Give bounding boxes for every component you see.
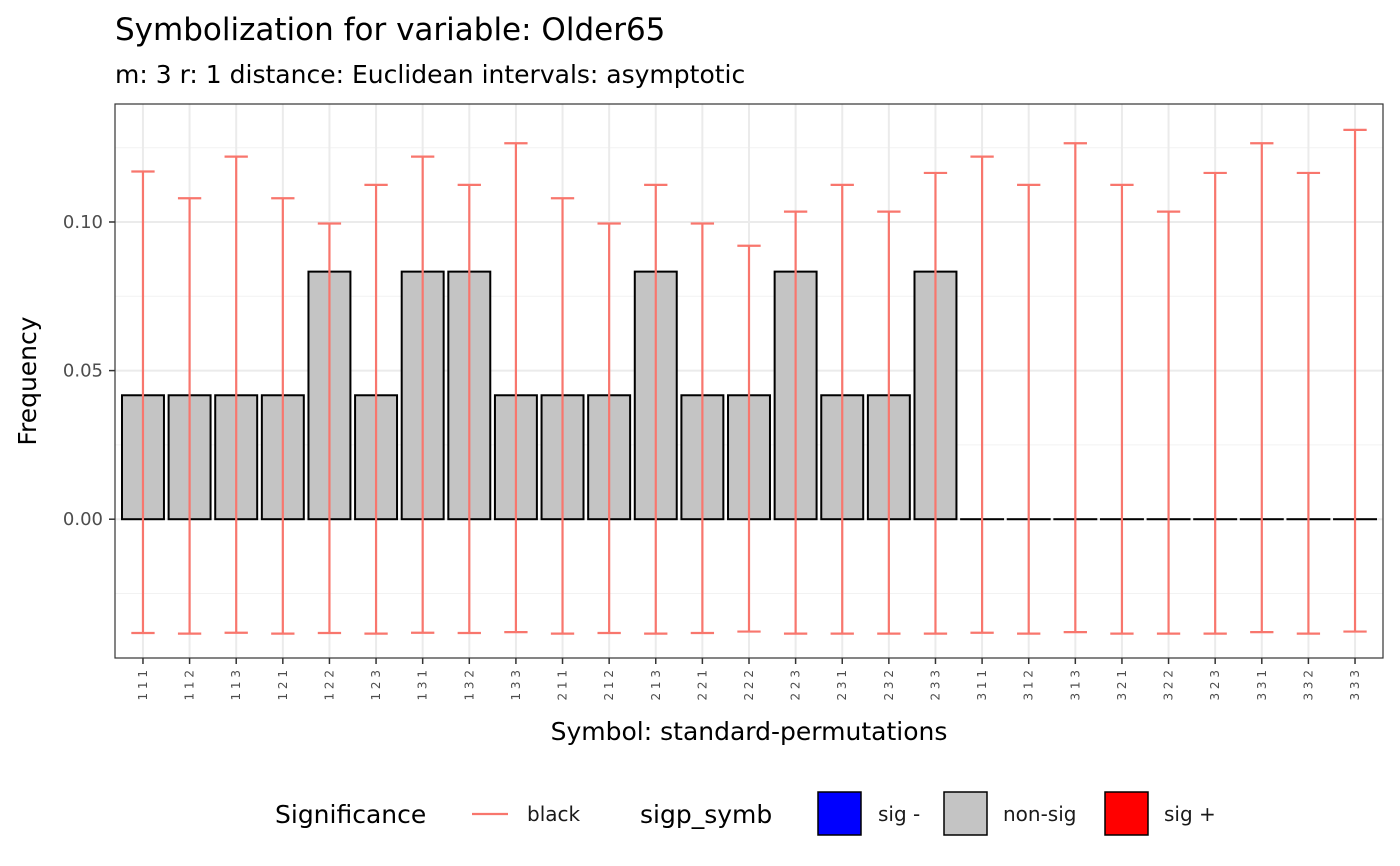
x-tick-label: 1 2 2	[322, 670, 336, 701]
x-tick-label: 3 3 2	[1301, 670, 1315, 701]
error-bar-2-1-3	[644, 183, 668, 635]
error-bar-3-2-1	[1110, 183, 1134, 635]
error-bar-1-3-3	[504, 142, 528, 634]
x-tick-label: 1 3 1	[416, 670, 430, 701]
x-tick-label: 2 3 3	[928, 670, 942, 701]
legend-non-sig-label: non-sig	[1003, 802, 1076, 826]
error-bar-1-1-3	[224, 155, 248, 634]
legend: Significance black sigp_symb sig - non-s…	[275, 791, 1216, 836]
error-bar-3-1-3	[1063, 142, 1087, 634]
x-axis: 1 1 1 1 1 2 1 1 3 1 2 1 1 2 2 1 2 3 1 3 1 1 3 2…	[136, 658, 1362, 701]
legend-sigp-title: sigp_symb	[640, 800, 772, 829]
x-tick-label: 1 3 2	[462, 670, 476, 701]
x-tick-label: 2 2 2	[742, 670, 756, 701]
x-tick-label: 3 1 1	[975, 670, 989, 701]
y-tick-label: 0.00	[63, 509, 103, 530]
x-tick-label: 1 3 3	[509, 670, 523, 701]
error-bar-2-3-3	[923, 171, 948, 635]
error-bar-3-3-2	[1296, 171, 1321, 635]
legend-sig-plus-label: sig +	[1164, 802, 1216, 826]
error-bar-1-3-2	[457, 183, 481, 635]
x-tick-label: 1 1 3	[229, 670, 243, 701]
error-bar-2-2-1	[690, 222, 715, 635]
x-tick-label: 2 1 2	[602, 670, 616, 701]
error-bar-3-1-1	[970, 155, 994, 634]
chart-title: Symbolization for variable: Older65	[115, 12, 665, 48]
error-bar-2-1-1	[550, 197, 575, 635]
y-axis: 0.00 0.05 0.10	[63, 212, 115, 530]
error-bar-3-2-3	[1203, 171, 1227, 635]
legend-significance-label: black	[527, 802, 581, 826]
x-tick-label: 3 2 1	[1115, 670, 1129, 701]
error-bar-2-1-2	[597, 222, 621, 635]
x-tick-label: 2 3 1	[835, 670, 849, 701]
x-tick-label: 3 1 3	[1068, 670, 1082, 701]
error-bar-3-3-1	[1250, 142, 1274, 634]
x-tick-label: 2 1 1	[556, 670, 570, 701]
legend-sig-minus-label: sig -	[878, 802, 920, 826]
x-tick-label: 2 1 3	[649, 670, 663, 701]
x-tick-label: 3 2 3	[1208, 670, 1222, 701]
y-axis-title: Frequency	[13, 316, 42, 445]
x-tick-label: 2 2 3	[789, 670, 803, 701]
legend-non-sig-key	[943, 791, 988, 836]
legend-sig-minus-key	[817, 791, 862, 836]
x-tick-label: 1 1 1	[136, 670, 150, 701]
x-tick-label: 3 1 2	[1022, 670, 1036, 701]
x-tick-label: 1 2 3	[369, 670, 383, 701]
error-bar-3-2-2	[1156, 210, 1181, 635]
x-tick-label: 3 3 1	[1255, 670, 1269, 701]
error-bars	[131, 128, 1367, 635]
error-bar-2-2-2	[737, 244, 761, 633]
chart-subtitle: m: 3 r: 1 distance: Euclidean intervals:…	[115, 60, 745, 89]
y-tick-label: 0.05	[63, 361, 103, 382]
error-bar-1-2-2	[317, 222, 342, 635]
legend-sig-plus-key	[1104, 791, 1149, 836]
x-axis-title: Symbol: standard-permutations	[551, 717, 948, 746]
x-tick-label: 1 2 1	[276, 670, 290, 701]
error-bar-1-3-1	[411, 155, 435, 634]
error-bar-2-2-3	[783, 210, 808, 635]
error-bar-1-1-1	[131, 170, 155, 635]
error-bar-3-1-2	[1017, 183, 1041, 635]
error-bar-1-2-3	[364, 183, 388, 635]
x-tick-label: 2 3 2	[882, 670, 896, 701]
x-tick-label: 3 2 2	[1162, 670, 1176, 701]
error-bar-1-2-1	[271, 197, 295, 635]
x-tick-label: 2 2 1	[695, 670, 709, 701]
x-tick-label: 1 1 2	[183, 670, 197, 701]
error-bar-1-1-2	[177, 197, 202, 635]
legend-significance-title: Significance	[275, 800, 426, 829]
error-bar-2-3-2	[877, 210, 901, 635]
error-bar-2-3-1	[830, 183, 854, 635]
y-tick-label: 0.10	[63, 212, 103, 233]
x-tick-label: 3 3 3	[1348, 670, 1362, 701]
error-bar-3-3-3	[1343, 128, 1367, 633]
